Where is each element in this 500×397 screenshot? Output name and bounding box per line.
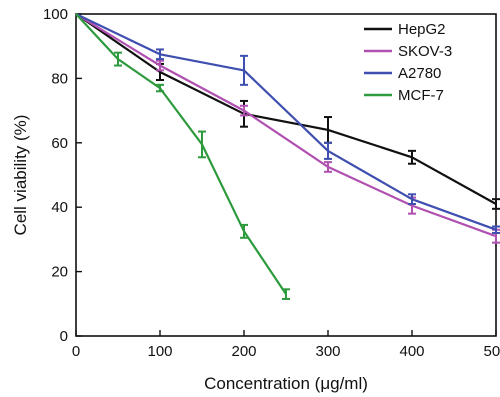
series-line [75,13,497,205]
series-a2780 [75,13,500,234]
plot-area [75,13,497,337]
plot-frame [75,13,497,337]
error-bar [240,223,248,239]
legend-label: SKOV-3 [398,43,452,60]
y-tick-label: 0 [60,328,68,345]
x-tick-label: 100 [147,343,172,360]
series-layer [75,13,500,300]
legend-label: A2780 [398,65,441,82]
x-tick-label: 400 [399,343,424,360]
legend-label: MCF-7 [398,87,444,104]
y-tick-label: 100 [43,6,68,23]
error-bar [114,51,122,67]
x-tick-label: 300 [315,343,340,360]
error-bar [492,225,500,234]
legend-item: SKOV-3 [364,43,452,60]
error-bar [240,104,248,117]
error-bar [282,288,290,300]
error-bar [156,59,164,72]
y-tick-label: 20 [51,264,68,281]
legend-item: A2780 [364,65,441,82]
error-bar [198,130,206,159]
series-skov-3 [75,13,500,244]
error-bar [240,54,248,86]
series-mcf-7 [75,13,290,300]
x-axis-label: Concentration (μg/ml) [204,374,368,393]
y-tick-label: 80 [51,70,68,87]
legend-item: MCF-7 [364,87,444,104]
error-bar [156,83,164,93]
series-line [75,13,497,231]
error-bar [324,141,332,160]
x-tick-label: 200 [231,343,256,360]
series-line [75,13,287,295]
error-bar [408,149,416,165]
x-tick-label: 500 [483,343,500,360]
y-tick-label: 40 [51,199,68,216]
tick-group: 0 100 200 300 400 500 0 20 40 60 80 100 [43,6,500,360]
error-bar [492,198,500,210]
legend-label: HepG2 [398,21,446,38]
error-bar [408,193,416,205]
y-axis-label: Cell viability (%) [11,115,30,236]
series-line [75,13,497,238]
error-bar [156,48,164,61]
x-tick-label: 0 [72,343,80,360]
error-bar [324,161,332,173]
legend-item: HepG2 [364,21,446,38]
y-tick-label: 60 [51,135,68,152]
legend: HepG2 SKOV-3 A2780 MCF-7 [364,21,452,104]
